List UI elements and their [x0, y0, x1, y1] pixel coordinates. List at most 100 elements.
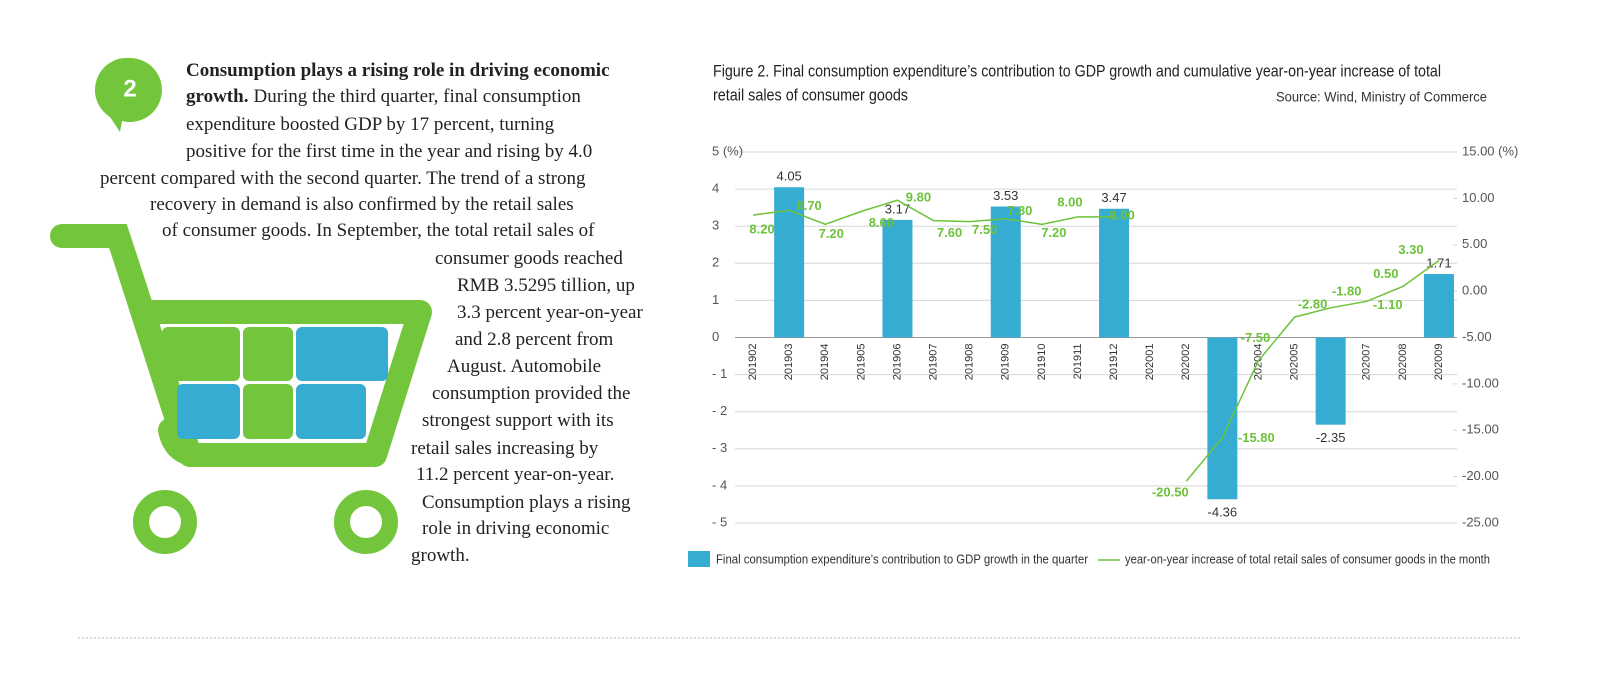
text-line: consumption provided the	[432, 383, 630, 404]
text-line: role in driving economic	[422, 518, 609, 539]
plain-text: consumer goods reached	[435, 248, 623, 269]
y2-tick-label: -20.00	[1462, 468, 1499, 483]
plain-text: recovery in demand is also confirmed by …	[150, 194, 574, 215]
text-line: August. Automobile	[447, 356, 601, 377]
x-tick-label: 201905	[855, 344, 867, 381]
bar-label: 3.17	[885, 201, 910, 216]
plain-text: and 2.8 percent from	[455, 329, 613, 350]
line-label: -1.80	[1332, 283, 1362, 298]
plain-text: positive for the first time in the year …	[186, 141, 592, 162]
plain-text: retail sales increasing by	[411, 438, 599, 459]
y2-tick-label: -25.00	[1462, 514, 1499, 529]
line-label: -20.50	[1152, 485, 1189, 500]
y2-tick-label: 5.00	[1462, 236, 1487, 251]
line-label: 3.30	[1398, 242, 1423, 257]
x-tick-label: 202001	[1144, 344, 1156, 381]
text-line: positive for the first time in the year …	[186, 141, 592, 162]
y2-tick-label: -5.00	[1462, 329, 1492, 344]
y-tick-label: - 1	[712, 366, 727, 381]
legend-label: year-on-year increase of total retail sa…	[1125, 551, 1490, 566]
text-line: Consumption plays a rising	[422, 492, 631, 513]
bar-label: -4.36	[1208, 505, 1238, 520]
x-tick-label: 201902	[747, 344, 759, 381]
text-line: retail sales increasing by	[411, 438, 599, 459]
text-line: strongest support with its	[422, 410, 614, 431]
y-tick-label: 5 (%)	[712, 143, 743, 158]
chart: - 5 - 4 - 3 - 2 - 1 0 1 2 3 4 5 (%) -25.00 -20.00 -15…	[688, 143, 1518, 567]
badge: 2	[94, 57, 162, 132]
plain-text: percent compared with the second quarter…	[100, 168, 586, 189]
line-label: 8.70	[796, 198, 821, 213]
line-label: 7.60	[937, 225, 962, 240]
y2-tick-label: -15.00	[1462, 422, 1499, 437]
x-tick-label: 201904	[819, 344, 831, 381]
article-text: Consumption plays a rising role in drivi…	[100, 60, 643, 566]
y2-tick-label: 0.00	[1462, 283, 1487, 298]
cart-icon	[50, 224, 432, 554]
bar-label: 3.47	[1101, 190, 1126, 205]
line-label: 7.20	[1041, 225, 1066, 240]
y2-tick-label: 10.00	[1462, 190, 1495, 205]
y-tick-label: 1	[712, 292, 719, 307]
line-label: 7.50	[972, 222, 997, 237]
x-tick-label: 201908	[964, 344, 976, 381]
line-label: -15.80	[1238, 430, 1275, 445]
x-tick-label: 201906	[891, 344, 903, 381]
text-line: expenditure boosted GDP by 17 percent, t…	[186, 114, 555, 135]
text-line: growth.	[411, 545, 470, 566]
line-label: -1.10	[1373, 297, 1403, 312]
plain-text: During the third quarter, final consumpt…	[253, 86, 581, 107]
y-tick-label: 4	[712, 181, 719, 196]
line-label: -2.80	[1298, 297, 1328, 312]
bar	[1207, 337, 1238, 500]
y-tick-label: 3	[712, 218, 719, 233]
line-label: 8.20	[749, 222, 774, 237]
plain-text: Consumption plays a rising	[422, 492, 631, 513]
bar-label: 3.53	[993, 188, 1018, 203]
bold-text: Consumption plays a rising role in drivi…	[186, 60, 610, 81]
bar	[1099, 208, 1130, 338]
text-line: consumer goods reached	[435, 248, 623, 269]
x-tick-label: 202002	[1180, 344, 1192, 381]
plain-text: RMB 3.5295 tillion, up	[457, 275, 635, 296]
bar-label: 1.71	[1426, 255, 1451, 270]
plain-text: role in driving economic	[422, 518, 609, 539]
line-label: 8.00	[1109, 207, 1134, 222]
plain-text: of consumer goods. In September, the tot…	[162, 220, 595, 241]
line-label: 9.80	[906, 190, 931, 205]
x-tick-label: 202007	[1361, 344, 1373, 381]
legend-swatch	[688, 551, 710, 567]
bar	[1423, 274, 1454, 338]
x-tick-label: 201911	[1072, 344, 1084, 380]
x-tick-label: 202008	[1397, 344, 1409, 381]
y-tick-label: 0	[712, 329, 719, 344]
x-tick-label: 201907	[927, 344, 939, 381]
line-label: 7.20	[819, 226, 844, 241]
chart-title: Figure 2. Final consumption expenditure’…	[713, 61, 1441, 80]
bar-label: -2.35	[1316, 430, 1346, 445]
x-tick-label: 201910	[1036, 344, 1048, 381]
text-line: recovery in demand is also confirmed by …	[150, 194, 574, 215]
text-line: 11.2 percent year-on-year.	[416, 464, 614, 485]
text-line: RMB 3.5295 tillion, up	[457, 275, 635, 296]
legend-label: Final consumption expenditure’s contribu…	[716, 551, 1089, 566]
chart-title: retail sales of consumer goods	[713, 85, 908, 104]
badge-number: 2	[123, 75, 136, 102]
line-label: 8.00	[1057, 194, 1082, 209]
bar	[1315, 337, 1346, 425]
plain-text: 11.2 percent year-on-year.	[416, 464, 614, 485]
line	[752, 199, 1440, 482]
text-line: percent compared with the second quarter…	[100, 168, 586, 189]
plain-text: strongest support with its	[422, 410, 614, 431]
chart-source: Source: Wind, Ministry of Commerce	[1276, 89, 1487, 105]
plain-text: growth.	[411, 545, 470, 566]
text-line: growth. During the third quarter, final c…	[186, 86, 581, 107]
line-label: 8.60	[869, 215, 894, 230]
y-tick-label: 2	[712, 255, 719, 270]
bold-text: growth.	[186, 86, 248, 107]
bar	[990, 206, 1021, 338]
plain-text: expenditure boosted GDP by 17 percent, t…	[186, 114, 555, 135]
plain-text: consumption provided the	[432, 383, 630, 404]
text-line: Consumption plays a rising role in drivi…	[186, 60, 610, 81]
